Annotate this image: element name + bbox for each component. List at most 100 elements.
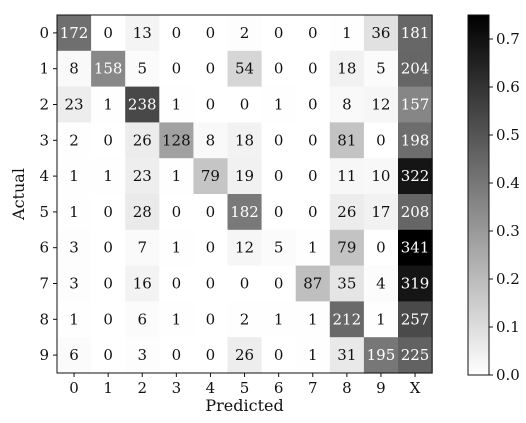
cell-value-label: 10 [371, 167, 390, 185]
cell-value-label: 79 [337, 239, 356, 257]
cell-value-label: 26 [235, 346, 254, 364]
x-tick-label: 4 [206, 379, 216, 397]
cell-value-label: 0 [274, 346, 284, 364]
cell-value-label: 1 [172, 310, 182, 328]
heatmap-cell [57, 122, 92, 159]
heatmap-cell [261, 265, 297, 302]
heatmap-cell [398, 229, 433, 267]
cell-value-label: 7 [137, 239, 147, 257]
cell-value-label: 1 [69, 203, 79, 221]
cell-value-label: 1 [172, 96, 182, 114]
y-tick-label: 1 [39, 60, 49, 78]
cell-value-label: 1 [172, 239, 182, 257]
heatmap-cell [295, 194, 331, 231]
heatmap-cell [91, 229, 126, 267]
heatmap-cell [159, 86, 194, 123]
heatmap-cell [125, 50, 160, 88]
cell-value-label: 17 [371, 203, 390, 221]
cell-value-label: 1 [103, 96, 113, 114]
cell-value-label: 208 [401, 203, 430, 221]
cell-value-label: 0 [274, 60, 284, 78]
cell-value-label: 198 [401, 131, 430, 149]
heatmap-cell [91, 122, 126, 159]
heatmap-cell [329, 301, 365, 338]
y-tick-label: 5 [39, 203, 49, 221]
cell-value-label: 18 [337, 60, 356, 78]
heatmap-cell [295, 50, 331, 88]
heatmap-cell [398, 158, 433, 195]
heatmap-cell [261, 158, 297, 195]
cell-value-label: 3 [69, 275, 79, 293]
cell-value-label: 0 [240, 96, 250, 114]
heatmap-cell [193, 15, 229, 52]
cell-value-label: 0 [103, 310, 113, 328]
y-tick-label: 6 [39, 239, 49, 257]
cell-value-label: 0 [308, 60, 318, 78]
cell-value-label: 172 [60, 24, 89, 42]
cell-value-label: 257 [401, 310, 430, 328]
heatmap-cell [57, 301, 92, 338]
cell-value-label: 79 [201, 167, 220, 185]
heatmap-cell [125, 194, 160, 231]
heatmap-cell [261, 50, 297, 88]
x-tick-label: 1 [103, 379, 113, 397]
heatmap-cell [193, 229, 229, 267]
heatmap-cell [159, 337, 194, 374]
cell-value-label: 0 [103, 24, 113, 42]
cell-value-label: 212 [333, 310, 362, 328]
heatmap-cell [57, 337, 92, 374]
y-tick-label: 0 [39, 24, 49, 42]
cell-value-label: 12 [371, 96, 390, 114]
cell-value-label: 28 [133, 203, 152, 221]
cell-value-label: 23 [133, 167, 152, 185]
heatmap-cell [295, 229, 331, 267]
x-tick-label: 8 [342, 379, 352, 397]
heatmap-cell [125, 122, 160, 159]
y-tick-label: 7 [39, 275, 49, 293]
cell-value-label: 0 [376, 239, 386, 257]
y-axis-title: Actual [9, 168, 28, 221]
x-tick-label: 3 [172, 379, 182, 397]
heatmap-cell [125, 265, 160, 302]
heatmap-cell [363, 301, 399, 338]
cell-value-label: 1 [69, 167, 79, 185]
colorbar [467, 14, 490, 376]
cell-value-label: 157 [401, 96, 430, 114]
x-tick-label: 2 [137, 379, 147, 397]
heatmap-cell [91, 337, 126, 374]
cell-value-label: 6 [69, 346, 79, 364]
cell-value-label: 322 [401, 167, 430, 185]
heatmap-cell [261, 229, 297, 267]
heatmap-cell [159, 265, 194, 302]
heatmap-cell [329, 265, 365, 302]
heatmap-cell [125, 15, 160, 52]
heatmap-cell [193, 301, 229, 338]
cell-value-label: 0 [206, 96, 216, 114]
y-tick-label: 2 [39, 96, 49, 114]
heatmap-cell [91, 86, 126, 123]
colorbar-tick-label: 0.2 [496, 270, 520, 288]
cell-value-label: 195 [367, 346, 396, 364]
cell-value-label: 0 [172, 203, 182, 221]
heatmap-cell [227, 122, 263, 159]
heatmap-cell [295, 86, 331, 123]
cell-value-label: 341 [401, 239, 430, 257]
cell-value-label: 0 [376, 131, 386, 149]
heatmap-cell [125, 229, 160, 267]
colorbar-tick-label: 0.0 [496, 366, 520, 384]
cell-value-label: 204 [401, 60, 430, 78]
cell-value-label: 36 [371, 24, 390, 42]
cell-value-label: 0 [274, 24, 284, 42]
heatmap-cell [91, 265, 126, 302]
colorbar-ticks: 0.0 0.1 0.2 0.3 0.4 0.5 0.6 0.7 [489, 30, 520, 384]
colorbar-tick-label: 0.5 [496, 126, 520, 144]
cell-value-label: 26 [133, 131, 152, 149]
cell-value-label: 1 [308, 239, 318, 257]
colorbar-tick-label: 0.3 [496, 222, 520, 240]
x-tick-label: 7 [308, 379, 318, 397]
x-tick-label: 9 [376, 379, 386, 397]
cell-value-label: 319 [401, 275, 430, 293]
heatmap-cell [398, 86, 433, 123]
